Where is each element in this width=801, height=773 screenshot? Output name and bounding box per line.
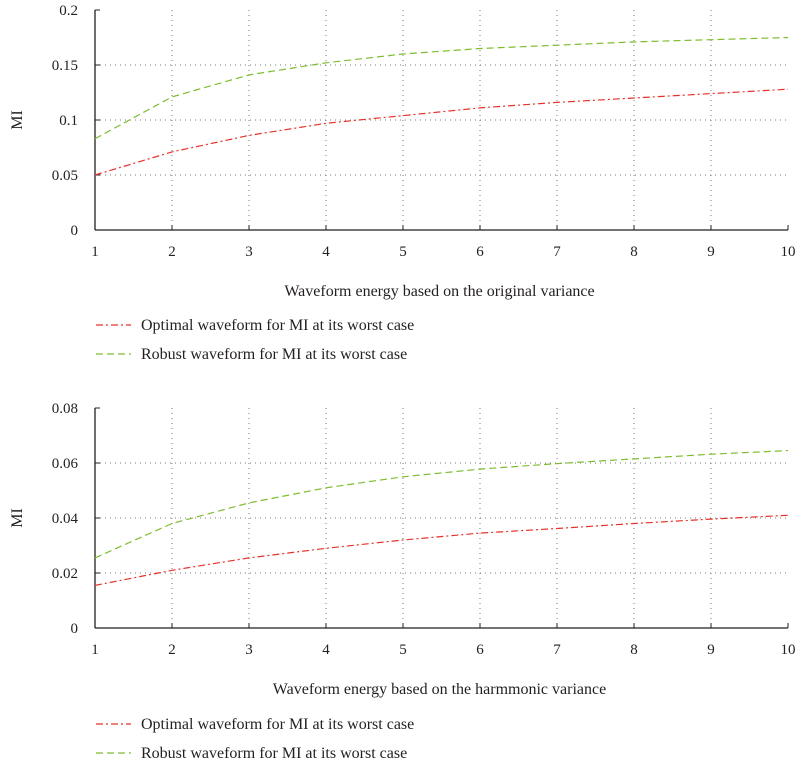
chart-panel-2: 1 2 3 4 5 6 7 8 9 10 0 0.02 0.04 0.06 0.08 Waveform ene… — [9, 401, 796, 762]
x-tick-label: 9 — [707, 244, 715, 260]
legend: Optimal waveform for MI at its worst cas… — [96, 317, 414, 363]
x-axis-label: Waveform energy based on the harmmonic v… — [273, 681, 606, 698]
x-tick-label: 8 — [630, 642, 638, 658]
y-tick-label: 0.1 — [59, 113, 78, 129]
y-axis-label: MI — [9, 508, 26, 528]
x-tick-label: 5 — [399, 642, 407, 658]
x-tick-label: 5 — [399, 244, 407, 260]
x-tick-label: 8 — [630, 244, 638, 260]
series-line-2 — [94, 36, 789, 140]
legend: Optimal waveform for MI at its worst cas… — [96, 716, 414, 762]
y-tick-label: 0.15 — [52, 58, 78, 74]
x-tick-label: 1 — [91, 642, 99, 658]
x-tick-label: 4 — [322, 642, 330, 658]
y-tick-label: 0.04 — [52, 511, 79, 527]
y-tick-label: 0 — [71, 621, 79, 637]
x-tick-label: 9 — [707, 642, 715, 658]
x-tick-label: 2 — [168, 642, 176, 658]
x-tick-label: 6 — [476, 244, 484, 260]
series-line-1 — [94, 88, 789, 176]
chart-panel-1: 1 2 3 4 5 6 7 8 9 10 0 0.05 0.1 0.15 0.2 Waveform energ… — [9, 3, 796, 363]
y-tick-label: 0.05 — [52, 168, 78, 184]
y-tick-label: 0.02 — [52, 566, 78, 582]
y-axis-label: MI — [9, 110, 26, 130]
x-axis-label: Waveform energy based on the original va… — [284, 283, 594, 300]
series-line-1 — [94, 514, 789, 586]
x-tick-label: 2 — [168, 244, 176, 260]
legend-entry-1: Optimal waveform for MI at its worst cas… — [141, 317, 414, 334]
x-tick-label: 7 — [553, 244, 561, 260]
x-tick-label: 10 — [781, 244, 796, 260]
legend-entry-2: Robust waveform for MI at its worst case — [141, 346, 407, 363]
y-tick-label: 0 — [71, 223, 79, 239]
series-line-2 — [94, 450, 789, 559]
x-tick-label: 3 — [245, 642, 253, 658]
x-tick-label: 4 — [322, 244, 330, 260]
y-tick-label: 0.08 — [52, 401, 78, 417]
x-tick-label: 3 — [245, 244, 253, 260]
y-tick-label: 0.2 — [59, 3, 78, 19]
y-tick-label: 0.06 — [52, 456, 79, 472]
legend-entry-1: Optimal waveform for MI at its worst cas… — [141, 716, 414, 733]
x-tick-label: 6 — [476, 642, 484, 658]
x-tick-label: 10 — [781, 642, 796, 658]
x-tick-label: 1 — [91, 244, 99, 260]
x-tick-label: 7 — [553, 642, 561, 658]
legend-entry-2: Robust waveform for MI at its worst case — [141, 745, 407, 762]
